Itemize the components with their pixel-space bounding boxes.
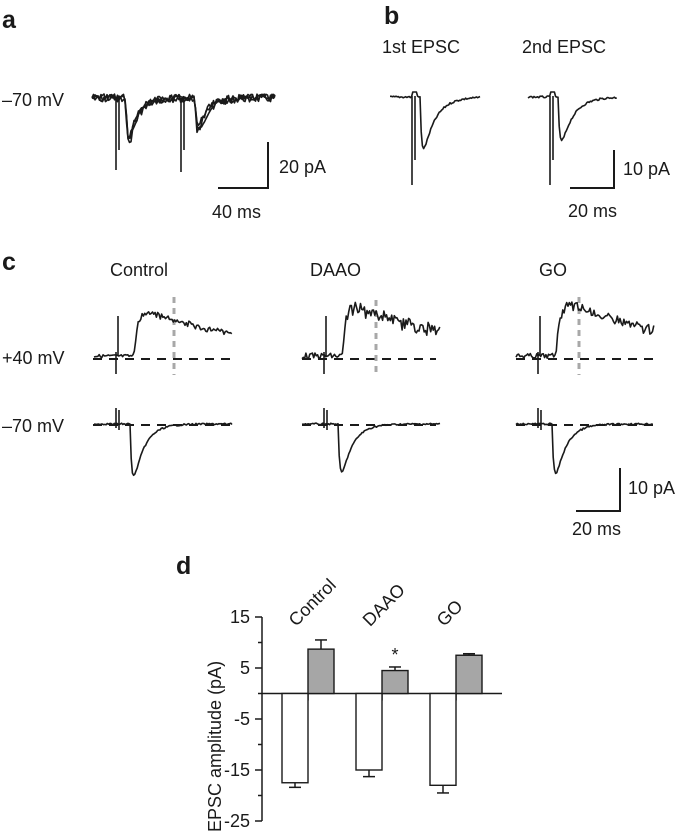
trace-b1-line	[390, 91, 481, 150]
panel-a-scale-bar	[218, 142, 269, 189]
panel-c-scale-bar	[576, 468, 621, 512]
bar-go-positive	[455, 654, 483, 695]
panel-c-row-label-minus70: –70 mV	[2, 416, 64, 436]
panel-a-letter: a	[2, 6, 17, 34]
panel-b-second-title: 2nd EPSC	[522, 37, 606, 57]
trace-c-m3-artifact	[537, 408, 542, 430]
trace-c-m3-line	[515, 422, 653, 475]
y-tick-label: -15	[224, 760, 250, 780]
panel-b-first-trace	[390, 91, 481, 185]
panel-c-condition-control: Control	[110, 260, 168, 280]
trace-control-minus70	[94, 408, 233, 477]
panel-b: b 1st EPSC 2nd EPSC 10 pA 20 ms	[382, 2, 670, 221]
trace-c-p1-line	[93, 311, 233, 359]
bar-daao-positive	[381, 669, 409, 695]
trace-c-m2-artifact	[323, 408, 328, 430]
bar-go-negative	[429, 692, 457, 787]
bar-control-negative	[281, 692, 309, 784]
panel-b-second-trace	[527, 91, 617, 185]
trace-go-plus40	[515, 301, 655, 374]
category-label-go: GO	[433, 596, 467, 630]
trace-daao-minus70	[301, 408, 441, 473]
y-tick-label: -25	[224, 811, 250, 831]
panel-a-scale-x-label: 40 ms	[212, 202, 261, 222]
trace-c-m1-artifact	[115, 408, 120, 430]
stimulus-artifact-1	[115, 98, 120, 170]
panel-c-condition-daao: DAAO	[310, 260, 361, 280]
panel-b-scale-bar	[570, 150, 615, 189]
panel-c: c Control DAAO GO +40 mV –70 mV 10 pA 20…	[2, 248, 675, 539]
trace-b1-artifact	[411, 96, 416, 185]
trace-c-m1-line	[94, 422, 233, 477]
trace-c-m2-line	[301, 422, 441, 473]
panel-b-scale-x-label: 20 ms	[568, 201, 617, 221]
panel-c-row-label-plus40: +40 mV	[2, 348, 65, 368]
stimulus-artifact-2	[180, 98, 185, 172]
panel-d: d EPSC amplitude (pA) -25 -15 -5 5 15 Control…	[176, 552, 502, 832]
y-tick-label: 15	[230, 607, 250, 627]
significance-marker: *	[391, 645, 398, 665]
trace-c-p1-artifact	[115, 316, 119, 374]
panel-c-condition-go: GO	[539, 260, 567, 280]
noisy-sweep-1	[91, 93, 276, 144]
trace-c-p3-line	[515, 301, 655, 359]
bar-chart: -25 -15 -5 5 15 Control DAAO GO *	[224, 575, 502, 831]
trace-daao-plus40	[301, 301, 441, 374]
panel-c-scale-x-label: 20 ms	[572, 519, 621, 539]
bar-control-positive	[307, 648, 335, 695]
panel-b-scale-y-label: 10 pA	[623, 159, 670, 179]
category-label-control: Control	[285, 575, 340, 630]
panel-a-traces	[91, 93, 276, 172]
category-label-daao: DAAO	[359, 580, 409, 630]
panel-d-letter: d	[176, 552, 191, 580]
trace-b2-line	[527, 91, 617, 142]
trace-c-p2-line	[301, 301, 441, 360]
trace-c-p3-artifact	[537, 316, 541, 374]
panel-c-scale-y-label: 10 pA	[628, 478, 675, 498]
trace-c-p2-artifact	[323, 316, 327, 374]
panel-c-letter: c	[2, 248, 16, 276]
panel-a: a –70 mV 20 pA 40 ms	[2, 6, 326, 222]
chart-y-axis-label: EPSC amplitude (pA)	[205, 661, 225, 832]
y-tick-label: -5	[234, 709, 250, 729]
panel-a-scale-y-label: 20 pA	[279, 157, 326, 177]
trace-control-plus40	[93, 311, 233, 374]
panel-a-holding-label: –70 mV	[2, 90, 64, 110]
trace-go-minus70	[515, 408, 653, 475]
y-tick-label: 5	[240, 658, 250, 678]
panel-b-letter: b	[384, 2, 399, 30]
panel-b-first-title: 1st EPSC	[382, 37, 460, 57]
trace-b2-artifact	[549, 96, 554, 185]
bar-daao-negative	[355, 692, 383, 771]
